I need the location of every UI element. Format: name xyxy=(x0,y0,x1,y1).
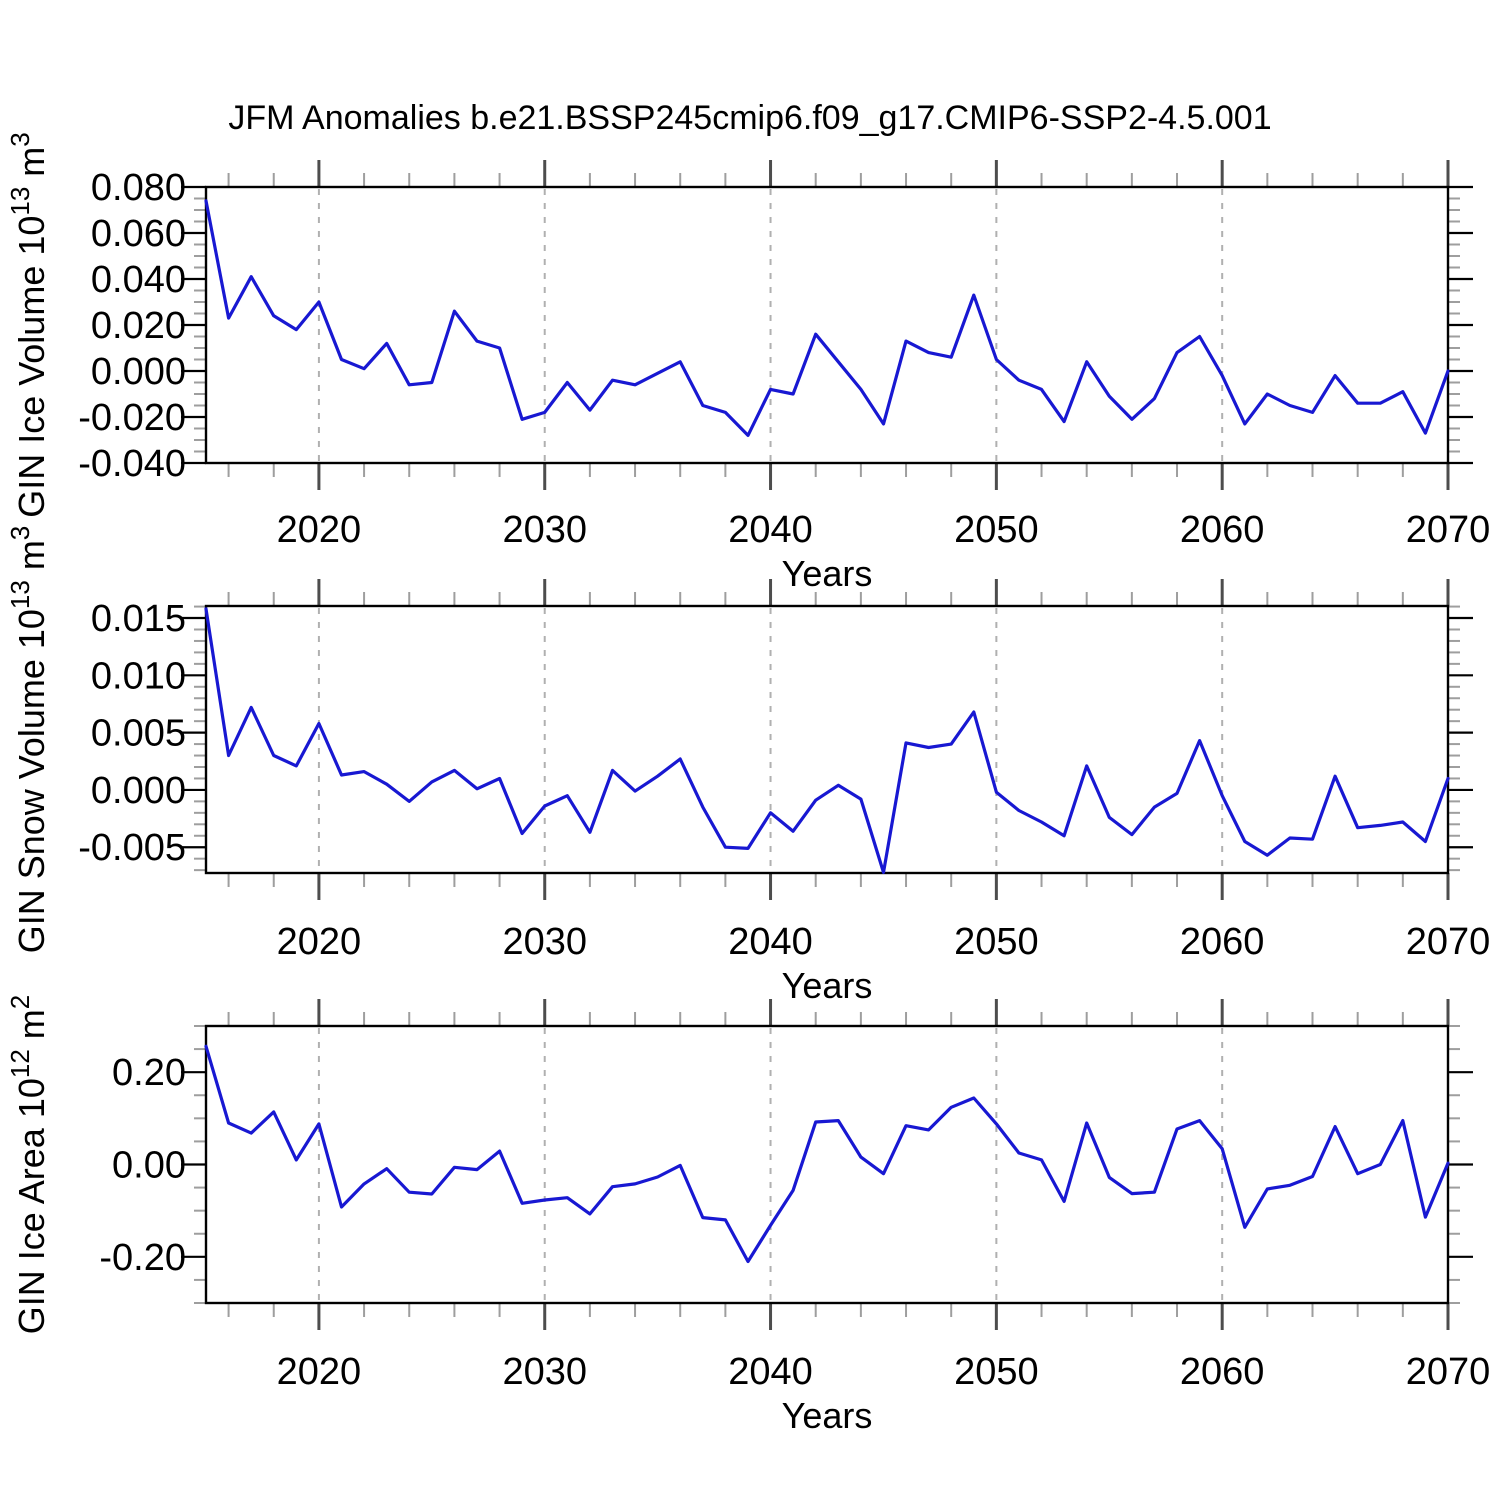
x-tick-label: 2060 xyxy=(1180,1351,1265,1393)
x-axis-title: Years xyxy=(782,553,873,594)
y-tick-label: 0.010 xyxy=(91,655,186,697)
y-tick-label: 0.00 xyxy=(112,1145,186,1187)
y-tick-label: 0.000 xyxy=(91,770,186,812)
x-tick-label: 2070 xyxy=(1406,509,1491,551)
y-tick-label: -0.020 xyxy=(78,397,186,439)
plot-frame xyxy=(204,1024,1450,1305)
x-tick-label: 2060 xyxy=(1180,509,1265,551)
x-axis-title: Years xyxy=(782,1395,873,1436)
x-tick-label: 2060 xyxy=(1180,921,1265,963)
y-tick-label: 0.080 xyxy=(91,167,186,209)
y-tick-label: -0.20 xyxy=(99,1237,186,1279)
y-axis-title: GIN Snow Volume 1013 m3 xyxy=(5,526,52,954)
y-tick-label: 0.005 xyxy=(91,713,186,755)
x-tick-label: 2020 xyxy=(277,921,362,963)
x-tick-label: 2070 xyxy=(1406,921,1491,963)
x-tick-label: 2050 xyxy=(954,1351,1039,1393)
gin-snow-volume-line xyxy=(204,607,1450,875)
x-tick-label: 2020 xyxy=(277,1351,362,1393)
x-tick-label: 2020 xyxy=(277,509,362,551)
x-tick-label: 2040 xyxy=(728,1351,813,1393)
y-tick-label: 0.020 xyxy=(91,305,186,347)
chart-title: JFM Anomalies b.e21.BSSP245cmip6.f09_g17… xyxy=(228,99,1272,137)
y-tick-label: 0.060 xyxy=(91,213,186,255)
x-tick-label: 2030 xyxy=(502,921,587,963)
y-axis-title: GIN Ice Volume 1013 m3 xyxy=(5,132,52,518)
x-tick-label: 2050 xyxy=(954,509,1039,551)
y-tick-label: -0.040 xyxy=(78,443,186,485)
x-tick-label: 2030 xyxy=(502,509,587,551)
x-tick-label: 2040 xyxy=(728,921,813,963)
y-axis-title: GIN Ice Area 1012 m2 xyxy=(5,995,52,1335)
x-axis-title: Years xyxy=(782,965,873,1006)
x-tick-label: 2030 xyxy=(502,1351,587,1393)
y-tick-label: 0.015 xyxy=(91,598,186,640)
plot-frame xyxy=(204,185,1450,465)
y-tick-label: -0.005 xyxy=(78,827,186,869)
plot-frame xyxy=(204,604,1450,875)
y-tick-label: 0.040 xyxy=(91,259,186,301)
panel-gin-snow-volume: 0.015 0.010 0.005 0.000 -0.005 2020 2030 2040 20… xyxy=(5,526,1490,1006)
x-tick-label: 2070 xyxy=(1406,1351,1491,1393)
panel-gin-ice-area: 0.20 0.00 -0.20 2020 2030 2040 2050 2060 2070 Yea… xyxy=(5,995,1490,1436)
y-tick-label: 0.000 xyxy=(91,351,186,393)
gin-ice-volume-line xyxy=(204,199,1450,437)
x-tick-label: 2050 xyxy=(954,921,1039,963)
x-tick-label: 2040 xyxy=(728,509,813,551)
y-tick-label: 0.20 xyxy=(112,1052,186,1094)
gin-ice-area-line xyxy=(204,1044,1450,1264)
